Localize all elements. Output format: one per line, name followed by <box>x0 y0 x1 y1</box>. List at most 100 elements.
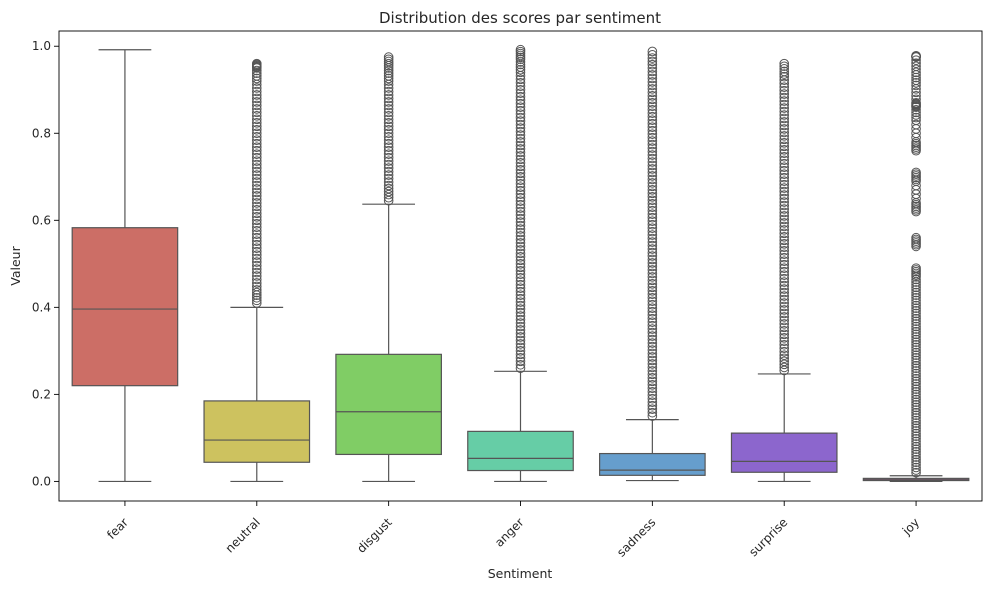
outlier-point <box>647 352 658 362</box>
outlier-point <box>647 181 658 192</box>
outlier-point <box>647 292 658 303</box>
outlier-point <box>251 194 262 205</box>
y-tick-label: 0.0 <box>32 474 51 488</box>
outlier-point <box>911 326 921 337</box>
outlier-point <box>647 265 658 275</box>
outlier-point <box>779 301 790 312</box>
outlier-point <box>515 77 526 88</box>
outlier-point <box>251 281 262 292</box>
outlier-point <box>911 449 921 460</box>
outlier-point <box>383 93 394 104</box>
outlier-point <box>515 217 526 227</box>
outlier-point <box>647 247 658 258</box>
outlier-point <box>779 211 790 221</box>
outlier-point <box>911 180 921 191</box>
outlier-point <box>779 134 790 145</box>
outlier-point <box>911 392 921 402</box>
x-tick-label: neutral <box>223 515 263 555</box>
outlier-point <box>383 166 394 177</box>
outlier-point <box>383 145 394 156</box>
outlier-point <box>251 257 262 267</box>
outlier-point <box>383 135 394 146</box>
outlier-point <box>383 68 394 79</box>
outlier-point <box>251 191 262 201</box>
outlier-point <box>911 389 921 400</box>
x-tick-label: joy <box>899 515 922 538</box>
outlier-point <box>383 159 394 170</box>
outlier-point <box>515 318 526 328</box>
outlier-point <box>647 136 658 146</box>
outlier-point <box>251 278 262 288</box>
outlier-point <box>779 249 790 260</box>
outlier-point <box>251 239 262 250</box>
outlier-point <box>515 359 526 370</box>
outlier-point <box>647 289 658 300</box>
outlier-point <box>647 345 658 355</box>
outlier-point <box>647 383 658 394</box>
outlier-point <box>647 212 658 223</box>
outlier-point <box>911 115 921 126</box>
outlier-point <box>515 91 526 102</box>
box-anger <box>467 44 574 483</box>
outlier-point <box>911 345 921 355</box>
box-iqr <box>599 452 706 476</box>
outlier-point <box>911 316 921 327</box>
outlier-point <box>779 252 790 263</box>
outlier-point <box>647 251 658 261</box>
outlier-point <box>779 183 790 193</box>
outlier-point <box>515 64 526 75</box>
outlier-point <box>779 61 790 72</box>
outlier-point <box>383 107 394 118</box>
outlier-point <box>779 169 790 179</box>
outlier-point <box>383 173 394 184</box>
outlier-point <box>779 259 790 270</box>
outlier-point <box>779 245 790 256</box>
outlier-point <box>779 127 790 138</box>
outlier-point <box>515 349 526 360</box>
outlier-point <box>911 64 921 75</box>
outlier-point <box>779 78 790 89</box>
outlier-point <box>779 277 790 287</box>
outlier-point <box>911 413 921 423</box>
outlier-point <box>647 386 658 397</box>
y-tick-label: 0.6 <box>32 213 51 227</box>
outlier-point <box>515 95 526 105</box>
outlier-point <box>647 230 658 240</box>
outlier-point <box>779 89 790 99</box>
outlier-point <box>647 202 658 213</box>
outlier-point <box>515 259 526 269</box>
outlier-point <box>647 306 658 317</box>
outlier-point <box>515 81 526 92</box>
outlier-point <box>383 163 394 173</box>
outlier-point <box>647 171 658 181</box>
outlier-point <box>383 192 394 203</box>
outlier-point <box>647 157 658 167</box>
outlier-point <box>515 192 526 203</box>
outlier-point <box>251 128 262 139</box>
y-tick-label: 0.8 <box>32 126 51 140</box>
outlier-point <box>911 313 921 324</box>
outlier-point <box>251 90 262 100</box>
x-axis: fear neutral disgust anger sadness surprise jo… <box>104 501 922 560</box>
outlier-point <box>911 167 921 178</box>
outlier-point <box>383 121 394 132</box>
outlier-point <box>779 141 790 152</box>
outlier-point <box>251 170 262 180</box>
outlier-point <box>779 151 790 162</box>
outlier-point <box>911 67 921 78</box>
outlier-point <box>779 315 790 326</box>
outlier-point <box>647 261 658 272</box>
outlier-point <box>515 342 526 353</box>
outlier-point <box>647 310 658 320</box>
outlier-point <box>515 300 526 311</box>
outlier-point <box>911 347 921 358</box>
outlier-point <box>515 165 526 175</box>
outlier-point <box>647 373 658 383</box>
outlier-point <box>251 208 262 219</box>
outlier-point <box>647 362 658 373</box>
outlier-point <box>779 242 790 253</box>
outlier-point <box>911 428 921 439</box>
outlier-point <box>251 65 262 76</box>
outlier-point <box>383 186 394 197</box>
outlier-point <box>647 268 658 279</box>
